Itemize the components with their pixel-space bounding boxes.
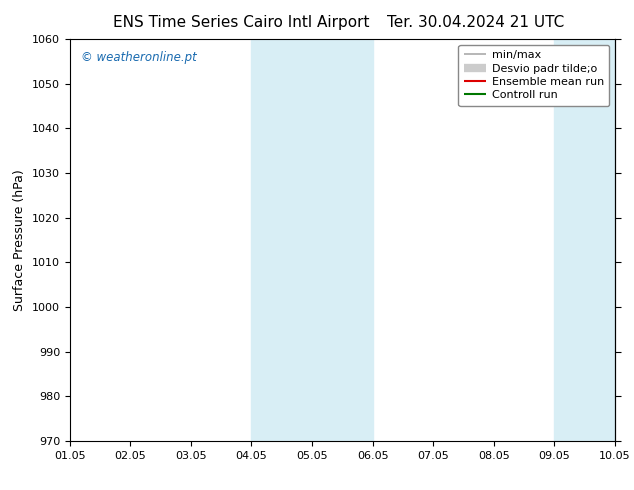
Y-axis label: Surface Pressure (hPa): Surface Pressure (hPa): [13, 169, 27, 311]
Text: © weatheronline.pt: © weatheronline.pt: [81, 51, 197, 64]
Legend: min/max, Desvio padr tilde;o, Ensemble mean run, Controll run: min/max, Desvio padr tilde;o, Ensemble m…: [458, 45, 609, 106]
Bar: [554, 39, 615, 441]
Text: ENS Time Series Cairo Intl Airport: ENS Time Series Cairo Intl Airport: [113, 15, 369, 30]
Bar: [252, 39, 312, 441]
Bar: [312, 39, 373, 441]
Text: Ter. 30.04.2024 21 UTC: Ter. 30.04.2024 21 UTC: [387, 15, 564, 30]
